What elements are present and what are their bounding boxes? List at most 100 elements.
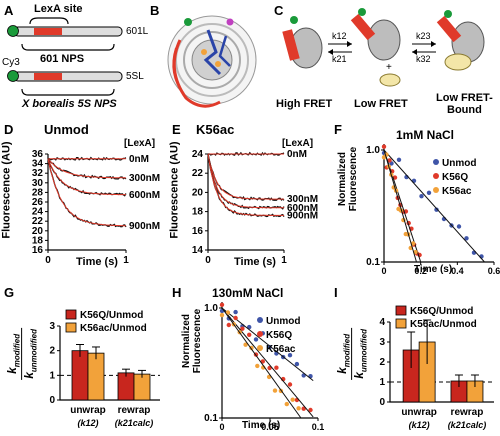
fraction-numerator: kmodified (335, 327, 353, 380)
data-point (396, 157, 402, 162)
data-point (274, 365, 279, 370)
fit-line (221, 307, 302, 419)
curve-label: 600nM (287, 203, 318, 214)
state-low-fret: Low FRET (354, 98, 408, 110)
y-tick-label: 0.1 (366, 257, 380, 268)
y-tick-label: 3 (379, 337, 385, 348)
panel-label: D (4, 122, 14, 137)
x-axis-label: Time (s) (76, 256, 118, 268)
y-axis-label-fraction: kmodified kunmodified (5, 327, 39, 380)
y-tick-label: 30 (32, 178, 44, 189)
chart-title: Unmod (44, 122, 89, 137)
k23-label: k23 (416, 31, 431, 41)
data-point (387, 158, 392, 163)
construct-601-label: 601L (126, 26, 149, 37)
nps-601-bracket (21, 43, 115, 51)
fit-line (383, 149, 417, 263)
data-point (464, 236, 469, 241)
legend-label: K56Q (442, 172, 468, 183)
y-tick-label: 1 (379, 377, 385, 388)
fit-line (383, 149, 485, 263)
data-point (381, 144, 387, 149)
chart-title: K56ac (196, 122, 235, 137)
panel-label: B (150, 3, 160, 18)
plus-sign: + (386, 62, 392, 73)
panel-label: A (4, 3, 14, 18)
y-tick-label: 3 (49, 321, 55, 332)
legend-marker (257, 317, 263, 323)
nucleosome-structure-image (167, 15, 257, 108)
panel-label: C (274, 3, 284, 18)
y-tick-label: 14 (192, 245, 204, 256)
cy3-dye-601 (7, 25, 19, 37)
fit-curve (47, 158, 127, 196)
curve-label: 300nM (287, 194, 318, 205)
legend-label: K56ac/Unmod (80, 323, 147, 334)
data-point (296, 406, 301, 411)
bar (71, 350, 89, 401)
data-point (272, 388, 278, 393)
data-point (456, 224, 462, 229)
category-param: (k12) (77, 418, 98, 428)
y-axis-label-fraction: kmodified kunmodified (335, 327, 369, 380)
category-label: unwrap (70, 405, 106, 416)
fraction-denominator: kunmodified (353, 328, 369, 380)
panel-label: E (172, 122, 181, 137)
data-point (219, 312, 225, 318)
y-tick-label: 18 (192, 207, 204, 218)
bar (133, 373, 151, 401)
numerator-k: k (335, 367, 350, 374)
data-point (434, 207, 439, 212)
data-point (240, 326, 245, 331)
dna-601l (13, 26, 123, 37)
nps-5s-bracket (21, 88, 115, 96)
k32-label: k32 (416, 54, 431, 64)
panel-label: H (172, 285, 182, 300)
panel-d: D Unmod Fluorescence (AU) Time (s) [LexA… (0, 118, 168, 270)
fraction-numerator: kmodified (5, 327, 23, 380)
category-label: rewrap (451, 407, 484, 418)
curve-label: 0nM (287, 149, 307, 160)
y-tick-label: 22 (32, 216, 44, 227)
numerator-sub: modified (342, 333, 352, 368)
panel-g: G 3 2 1 0 K56Q/Unmod K56ac/Unmod unwrap (k12) re… (0, 282, 168, 436)
ratio-bar-chart-1mm: 3 2 1 0 K56Q/Unmod K56ac/Unmod unwrap (k12) rewr… (49, 309, 160, 428)
x-tick-label: 0 (219, 422, 224, 432)
legend-marker (257, 331, 263, 337)
data-point (226, 322, 231, 328)
data-point (253, 337, 259, 342)
y-tick-label: 0.1 (204, 413, 218, 424)
y-tick-label: 16 (32, 245, 44, 256)
x-tick-label: 0.2 (414, 266, 427, 276)
panel-c: C k12 k21 k23 k32 + High FRET Low FRET L… (272, 0, 500, 116)
panel-f: F 1mM NaCl Normalized Fluorescence Time … (330, 118, 500, 278)
state-low-fret-bound: Low FRET- Bound (436, 92, 493, 116)
y-tick-label: 34 (32, 159, 44, 170)
legend-label: K56ac (266, 344, 296, 355)
category-param: (k21calc) (115, 418, 154, 428)
data-point (287, 353, 293, 358)
data-point (287, 382, 293, 387)
bar (117, 372, 135, 401)
y-tick-label: 1 (49, 370, 55, 381)
data-point (410, 241, 416, 246)
x-axis-label: Time (s) (234, 256, 276, 268)
panel-h: H 130mM NaCl Normalized Fluorescence Tim… (168, 282, 330, 436)
state-high-fret: High FRET (276, 98, 333, 110)
legend-marker (257, 345, 263, 351)
y-tick-label: 1.0 (204, 303, 218, 314)
data-point (294, 361, 300, 367)
panel-label: F (334, 122, 342, 137)
y-tick-label: 24 (32, 207, 44, 218)
construct-diagram (7, 17, 123, 96)
construct-5s-label: 5SL (126, 71, 144, 82)
legend-swatch (395, 318, 407, 329)
y-tick-label: 26 (32, 197, 44, 208)
data-point (284, 401, 289, 407)
denominator-sub: unmodified (359, 329, 369, 373)
legend-label: K56ac (442, 186, 472, 197)
y-tick-label: 22 (192, 168, 204, 179)
fit-curve (207, 153, 284, 216)
x-tick-label: 0.6 (488, 266, 500, 276)
